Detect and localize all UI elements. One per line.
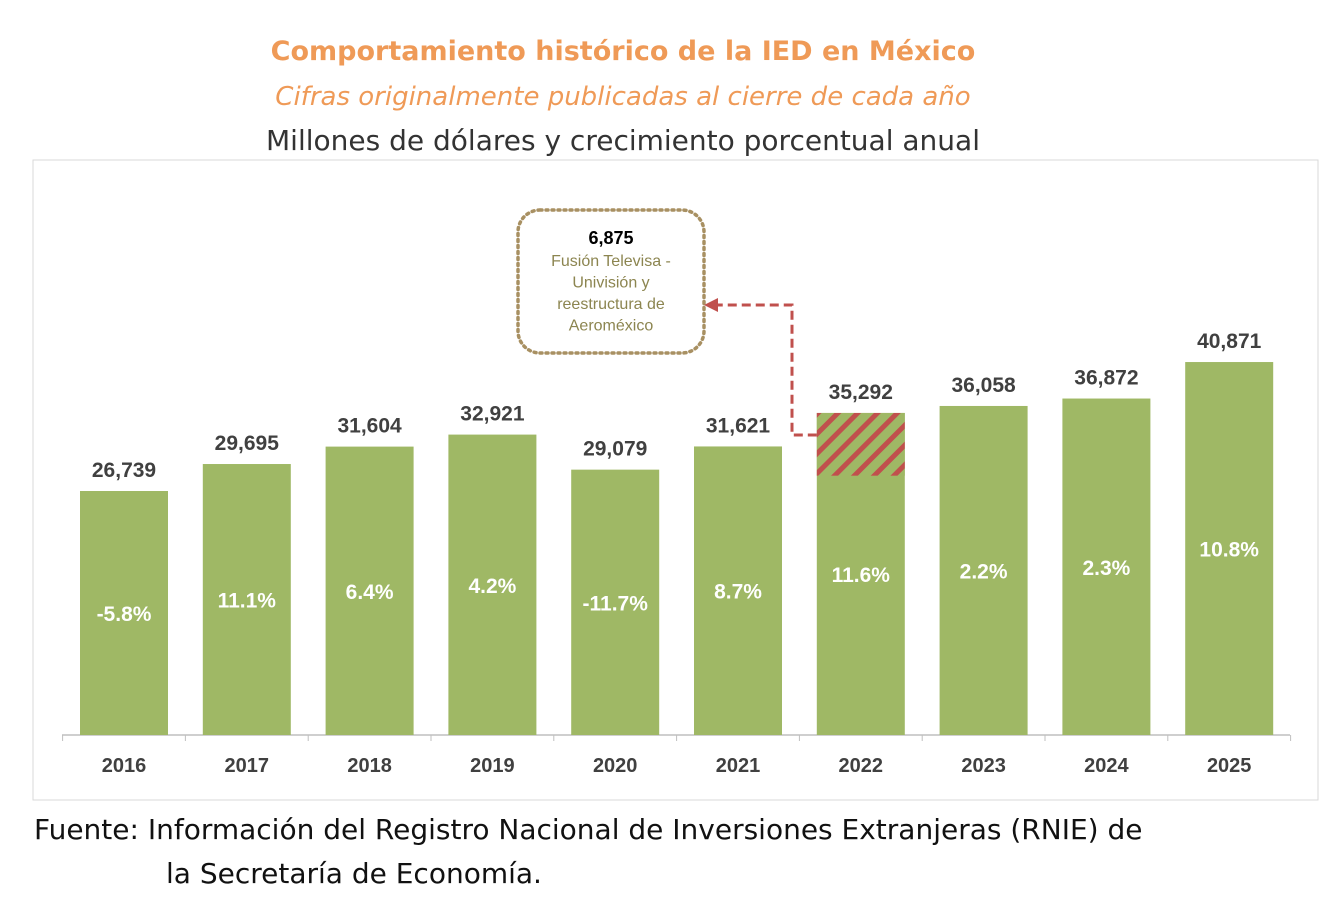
annotation-text-line: Fusión Televisa - bbox=[551, 253, 671, 270]
x-tick-label-2023: 2023 bbox=[961, 755, 1006, 777]
growth-label-2020: -11.7% bbox=[583, 592, 649, 615]
annotation-text-line: reestructura de bbox=[557, 296, 665, 313]
x-tick-label-2025: 2025 bbox=[1207, 755, 1252, 777]
bar-2019 bbox=[448, 434, 537, 735]
growth-label-2019: 4.2% bbox=[468, 575, 516, 598]
x-tick-label-2020: 2020 bbox=[593, 755, 638, 777]
annotation-text-line: Univisión y bbox=[572, 275, 649, 292]
value-label-2024: 36,872 bbox=[1074, 367, 1138, 390]
value-label-2019: 32,921 bbox=[460, 403, 525, 426]
x-tick-label-2022: 2022 bbox=[839, 755, 884, 777]
value-label-2016: 26,739 bbox=[92, 459, 156, 482]
x-tick-label-2019: 2019 bbox=[470, 755, 515, 777]
growth-label-2017: 11.1% bbox=[218, 590, 277, 613]
annotation-box bbox=[516, 208, 706, 355]
growth-label-2024: 2.3% bbox=[1082, 557, 1130, 580]
annotation-arrowhead-icon bbox=[704, 298, 718, 312]
bar-2024 bbox=[1062, 398, 1151, 735]
growth-label-2021: 8.7% bbox=[714, 581, 762, 604]
value-label-2022: 35,292 bbox=[829, 381, 893, 404]
x-tick-label-2024: 2024 bbox=[1084, 755, 1129, 777]
bar-2017 bbox=[202, 464, 291, 735]
x-tick-label-2018: 2018 bbox=[347, 755, 392, 777]
bar-2016 bbox=[80, 491, 168, 735]
growth-label-2016: -5.8% bbox=[97, 603, 152, 626]
bar-highlight-segment bbox=[816, 412, 905, 476]
bar-2023 bbox=[939, 405, 1028, 735]
bar-2021 bbox=[694, 446, 782, 735]
source-line-2: la Secretaría de Economía. bbox=[166, 857, 542, 890]
source-note: Fuente: Información del Registro Naciona… bbox=[34, 808, 1142, 896]
annotation-text-line: Aeroméxico bbox=[569, 318, 654, 335]
annotation-connector bbox=[716, 303, 817, 437]
chart-units: Millones de dólares y crecimiento porcen… bbox=[266, 124, 980, 157]
bar-2025 bbox=[1185, 362, 1274, 735]
chart-title: Comportamiento histórico de la IED en Mé… bbox=[270, 36, 976, 67]
value-label-2025: 40,871 bbox=[1197, 330, 1262, 353]
value-label-2017: 29,695 bbox=[215, 432, 280, 455]
value-label-2021: 31,621 bbox=[706, 414, 771, 437]
value-label-2018: 31,604 bbox=[337, 415, 402, 438]
value-label-2023: 36,058 bbox=[951, 374, 1016, 397]
growth-label-2023: 2.2% bbox=[960, 560, 1008, 583]
chart-subtitle: Cifras originalmente publicadas al cierr… bbox=[275, 82, 971, 112]
bar-2020 bbox=[571, 469, 660, 735]
x-tick-label-2021: 2021 bbox=[716, 755, 761, 777]
bar-2018 bbox=[325, 446, 414, 735]
x-tick-label-2016: 2016 bbox=[102, 755, 147, 777]
annotation-value: 6,875 bbox=[588, 228, 633, 248]
growth-label-2025: 10.8% bbox=[1199, 539, 1259, 562]
growth-label-2018: 6.4% bbox=[346, 581, 394, 604]
growth-label-2022: 11.6% bbox=[832, 564, 891, 587]
x-tick-label-2017: 2017 bbox=[225, 755, 270, 777]
value-label-2020: 29,079 bbox=[583, 438, 647, 461]
source-line-1: Fuente: Información del Registro Naciona… bbox=[34, 813, 1143, 846]
